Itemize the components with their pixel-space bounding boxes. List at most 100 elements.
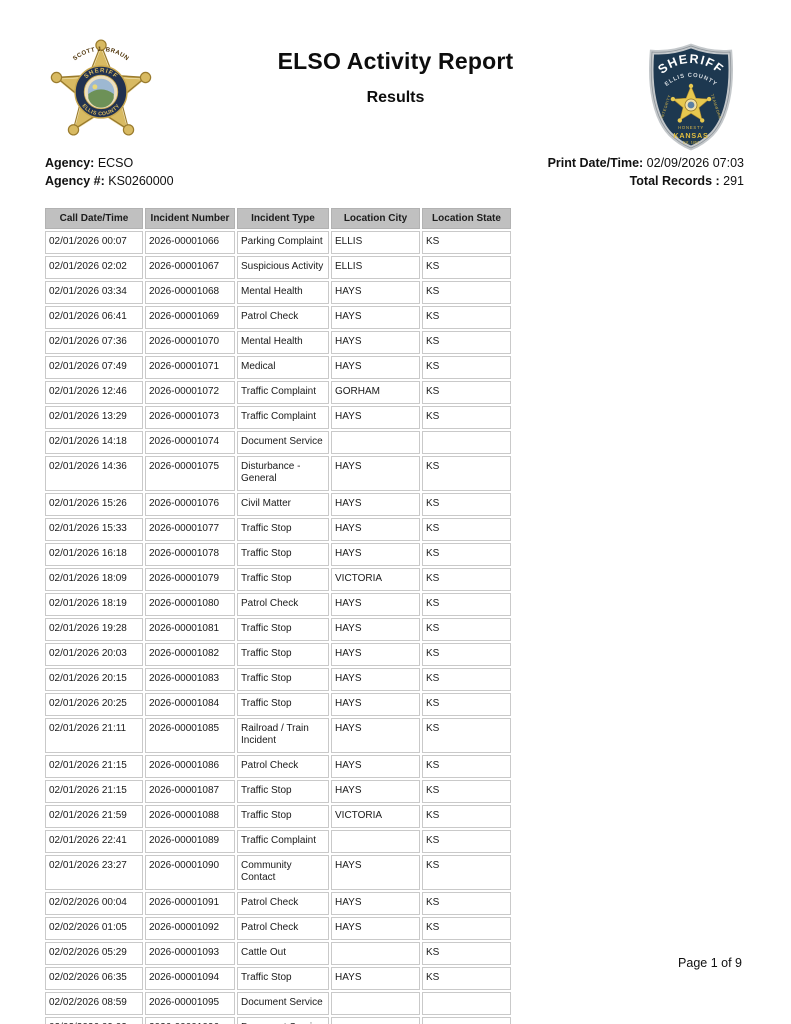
table-cell xyxy=(422,431,511,454)
table-cell: Medical xyxy=(237,356,329,379)
table-cell: 2026-00001067 xyxy=(145,256,235,279)
table-row: 02/01/2026 20:15 2026-00001083 Traffic Sto… xyxy=(45,668,511,691)
table-cell: Traffic Stop xyxy=(237,693,329,716)
sheriff-shield-icon: SHERIFF ELLIS COUNTY INTEGRITY TEAMWORK … xyxy=(649,43,733,151)
page-number: Page 1 of 9 xyxy=(678,956,742,970)
table-cell: KS xyxy=(422,855,511,890)
table-row: 02/01/2026 13:29 2026-00001073 Traffic Com… xyxy=(45,406,511,429)
header-row: Call Date/Time Incident Number Incident … xyxy=(45,208,511,229)
table-cell: KS xyxy=(422,780,511,803)
table-cell: HAYS xyxy=(331,668,420,691)
table-cell: Parking Complaint xyxy=(237,231,329,254)
table-cell: HAYS xyxy=(331,281,420,304)
table-row: 02/01/2026 20:03 2026-00001082 Traffic Sto… xyxy=(45,643,511,666)
table-cell: KS xyxy=(422,805,511,828)
table-cell: VICTORIA xyxy=(331,805,420,828)
table-cell: 02/01/2026 12:46 xyxy=(45,381,143,404)
table-cell: Traffic Complaint xyxy=(237,381,329,404)
column-header-incident-number: Incident Number xyxy=(145,208,235,229)
table-row: 02/02/2026 06:35 2026-00001094 Traffic Sto… xyxy=(45,967,511,990)
table-cell: HAYS xyxy=(331,967,420,990)
table-cell: 2026-00001081 xyxy=(145,618,235,641)
table-cell: 2026-00001074 xyxy=(145,431,235,454)
table-cell: HAYS xyxy=(331,892,420,915)
table-row: 02/01/2026 12:46 2026-00001072 Traffic Com… xyxy=(45,381,511,404)
table-cell: KS xyxy=(422,755,511,778)
table-cell: 2026-00001075 xyxy=(145,456,235,491)
shield-motto-left-text: INTEGRITY xyxy=(660,94,671,119)
table-cell: 02/01/2026 18:19 xyxy=(45,593,143,616)
table-cell: KS xyxy=(422,618,511,641)
table-cell: Document Service xyxy=(237,1017,329,1024)
table-cell: Patrol Check xyxy=(237,593,329,616)
table-cell: 02/01/2026 15:26 xyxy=(45,493,143,516)
table-cell: ELLIS xyxy=(331,256,420,279)
page-title: ELSO Activity Report xyxy=(277,48,514,74)
table-row: 02/01/2026 03:34 2026-00001068 Mental Heal… xyxy=(45,281,511,304)
table-cell: 2026-00001077 xyxy=(145,518,235,541)
page-subtitle: Results xyxy=(366,89,425,106)
table-cell: Patrol Check xyxy=(237,892,329,915)
table-cell: 2026-00001096 xyxy=(145,1017,235,1024)
table-cell: Disturbance - General xyxy=(237,456,329,491)
table-cell: HAYS xyxy=(331,518,420,541)
table-cell: 02/01/2026 21:15 xyxy=(45,755,143,778)
table-row: 02/02/2026 08:59 2026-00001095 Document Se… xyxy=(45,992,511,1015)
table-cell: 2026-00001080 xyxy=(145,593,235,616)
table-cell: KS xyxy=(422,693,511,716)
table-cell: Railroad / Train Incident xyxy=(237,718,329,753)
print-datetime-line: Print Date/Time: 02/09/2026 07:03 xyxy=(548,154,744,172)
agency-number-value: KS0260000 xyxy=(108,174,174,188)
table-cell: KS xyxy=(422,356,511,379)
table-cell: 2026-00001094 xyxy=(145,967,235,990)
shield-established-text: Est. 1867 xyxy=(683,141,699,145)
table-row: 02/01/2026 21:15 2026-00001087 Traffic Sto… xyxy=(45,780,511,803)
table-cell: HAYS xyxy=(331,493,420,516)
table-cell: Patrol Check xyxy=(237,755,329,778)
shield-motto-bottom-text: HONESTY xyxy=(678,125,704,130)
table-cell: 02/02/2026 00:04 xyxy=(45,892,143,915)
table-cell: 2026-00001087 xyxy=(145,780,235,803)
sheriff-star-badge: SHERIFF ELLIS COUNTY SCOTT J. BRAUN xyxy=(44,38,158,150)
table-cell: 02/02/2026 06:35 xyxy=(45,967,143,990)
table-cell: KS xyxy=(422,593,511,616)
table-row: 02/01/2026 21:15 2026-00001086 Patrol Chec… xyxy=(45,755,511,778)
table-cell: Mental Health xyxy=(237,281,329,304)
table-cell: VICTORIA xyxy=(331,568,420,591)
table-row: 02/01/2026 06:41 2026-00001069 Patrol Chec… xyxy=(45,306,511,329)
table-row: 02/01/2026 18:09 2026-00001079 Traffic Sto… xyxy=(45,568,511,591)
table-cell: 02/01/2026 15:33 xyxy=(45,518,143,541)
agency-label: Agency: xyxy=(45,156,95,170)
sheriff-star-icon: SHERIFF ELLIS COUNTY SCOTT J. BRAUN xyxy=(50,39,152,136)
table-cell: Traffic Stop xyxy=(237,618,329,641)
table-cell: 2026-00001082 xyxy=(145,643,235,666)
table-cell: Traffic Complaint xyxy=(237,830,329,853)
table-cell: KS xyxy=(422,830,511,853)
table-cell: HAYS xyxy=(331,618,420,641)
table-cell: HAYS xyxy=(331,331,420,354)
shield-state-text: KANSAS xyxy=(673,131,708,140)
table-cell: KS xyxy=(422,493,511,516)
table-cell: 02/01/2026 21:59 xyxy=(45,805,143,828)
table-cell: HAYS xyxy=(331,643,420,666)
table-cell: 02/01/2026 23:27 xyxy=(45,855,143,890)
table-cell: 2026-00001069 xyxy=(145,306,235,329)
incident-table: Call Date/Time Incident Number Incident … xyxy=(43,206,513,1024)
print-datetime-value: 02/09/2026 07:03 xyxy=(646,156,744,170)
table-cell: HAYS xyxy=(331,693,420,716)
table-cell: HAYS xyxy=(331,306,420,329)
table-cell: HAYS xyxy=(331,456,420,491)
table-cell: 02/01/2026 03:34 xyxy=(45,281,143,304)
table-cell: KS xyxy=(422,518,511,541)
incident-table-body: 02/01/2026 00:07 2026-00001066 Parking Com… xyxy=(45,231,511,1024)
table-cell: 02/02/2026 09:02 xyxy=(45,1017,143,1024)
table-cell: HAYS xyxy=(331,755,420,778)
table-cell: Suspicious Activity xyxy=(237,256,329,279)
table-cell: 02/01/2026 06:41 xyxy=(45,306,143,329)
table-cell: Traffic Stop xyxy=(237,780,329,803)
table-row: 02/02/2026 05:29 2026-00001093 Cattle Out K… xyxy=(45,942,511,965)
column-header-call-datetime: Call Date/Time xyxy=(45,208,143,229)
table-row: 02/01/2026 14:36 2026-00001075 Disturbance… xyxy=(45,456,511,491)
